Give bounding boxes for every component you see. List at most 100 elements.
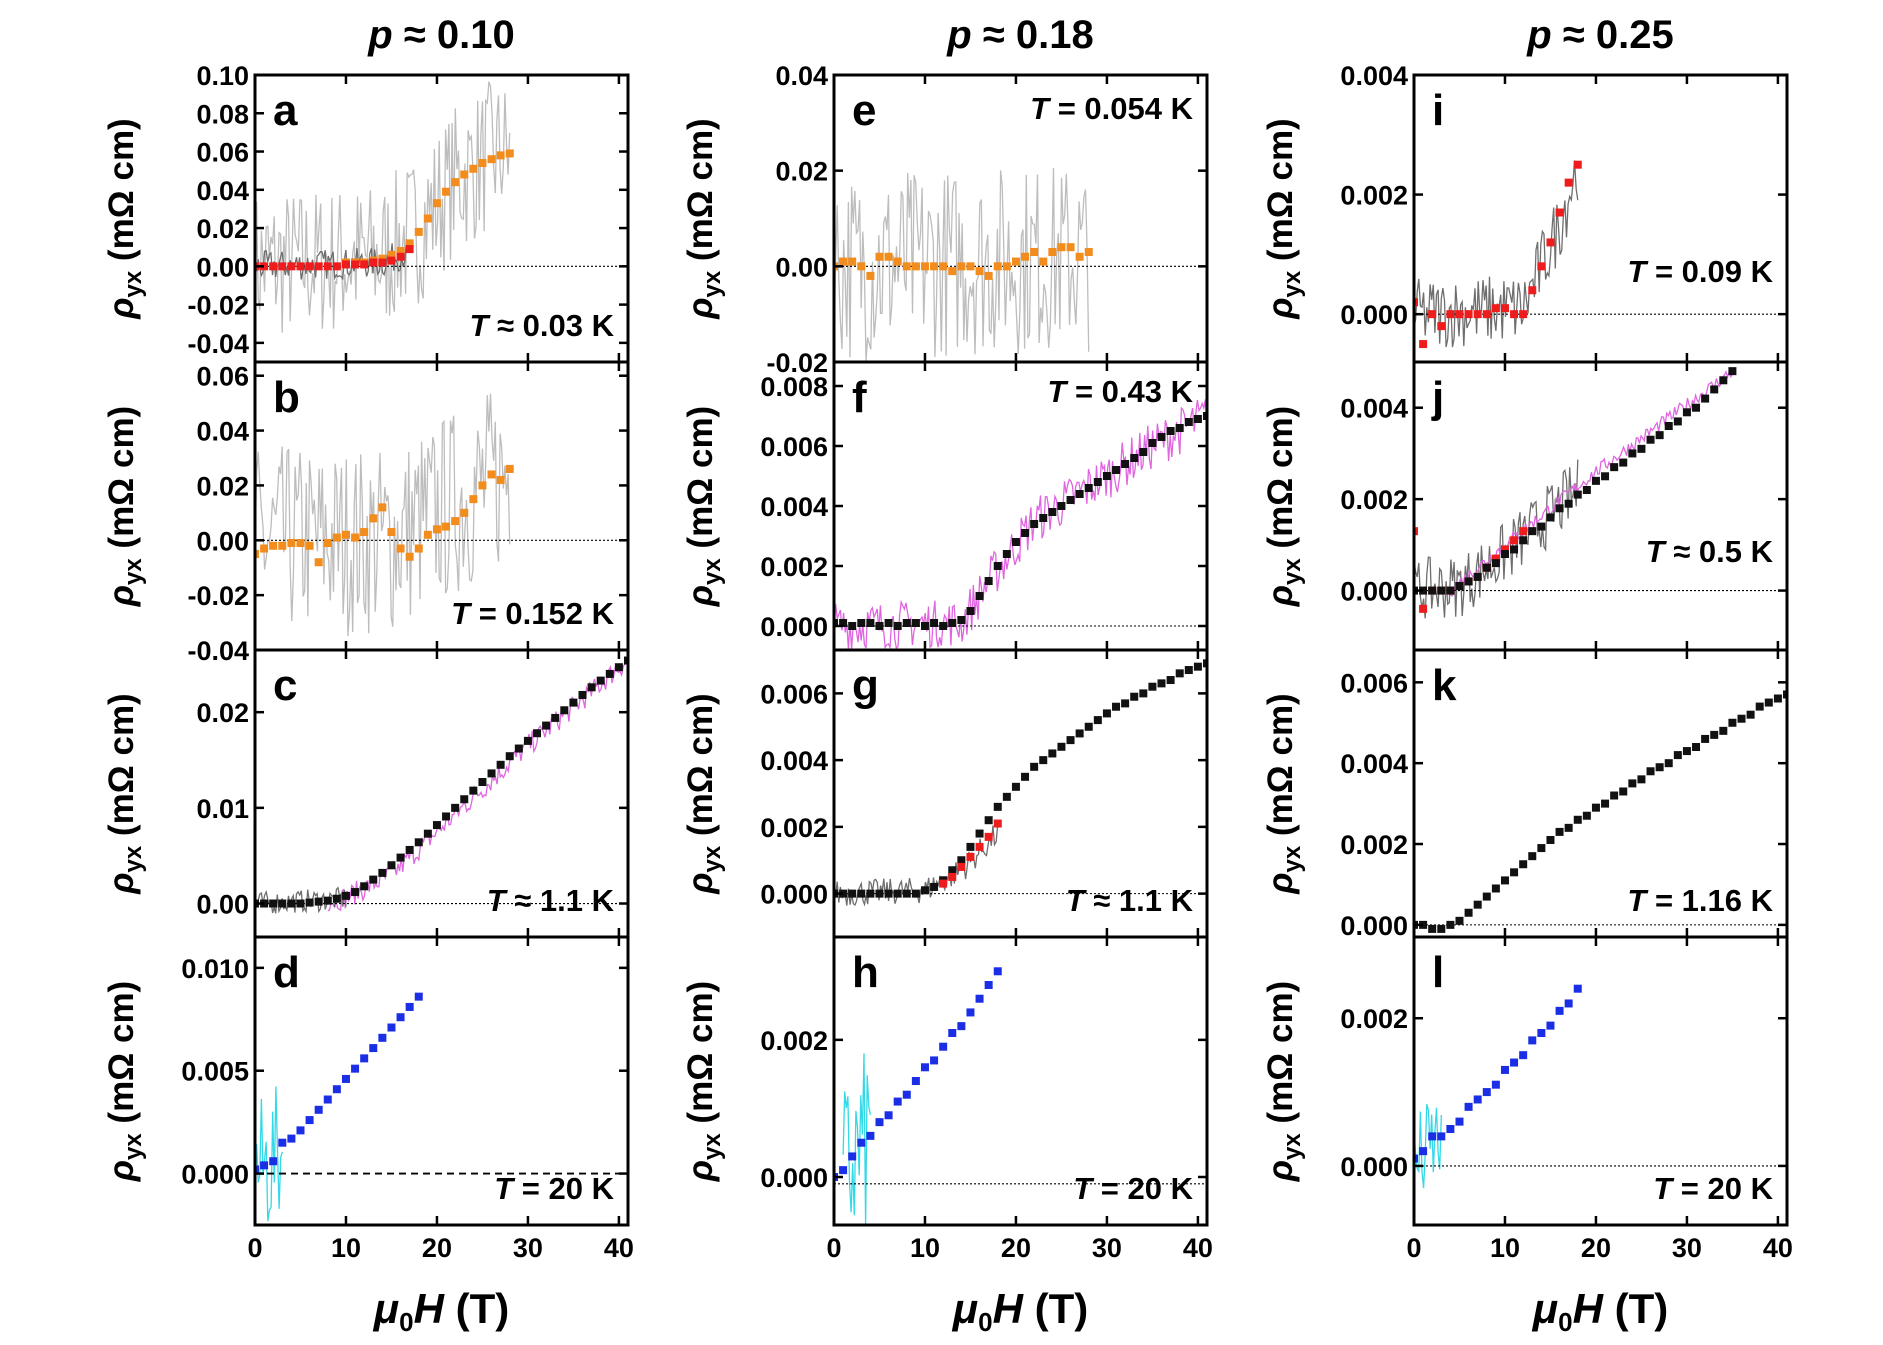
x-axis-label: μ0H (T) [952, 1285, 1088, 1337]
x-tick-label: 30 [513, 1233, 543, 1263]
temperature-symbol: T [1627, 254, 1649, 289]
data-point [834, 619, 838, 627]
temperature-symbol: T [494, 1171, 516, 1206]
panel-j: 0.004 0.002 0.000 j T ≈ 0.5 K ρyx (mΩ cm) [1261, 360, 1789, 652]
data-point [396, 853, 405, 862]
temperature-label: T = 0.09 K [1627, 254, 1773, 289]
data-point [287, 539, 296, 548]
data-point [839, 889, 848, 898]
panel-k: 0.006 0.004 0.002 0.000 k T = 1.16 K ρyx (mΩ c… [1261, 648, 1789, 941]
y-tick-label: 0.00 [196, 526, 249, 556]
data-point [1446, 310, 1455, 319]
data-point [893, 1097, 902, 1106]
data-point [1719, 376, 1728, 385]
data-point [1066, 243, 1075, 252]
data-point [848, 889, 857, 898]
y-axis-subscript: yx [1279, 558, 1306, 585]
data-point [1710, 730, 1719, 739]
data-point [469, 164, 478, 173]
panel-letter: b [273, 373, 300, 422]
data-point [560, 706, 569, 715]
data-point [305, 262, 314, 271]
data-point [1573, 815, 1582, 824]
data-point [1491, 304, 1500, 313]
data-point [624, 656, 628, 665]
temperature-symbol: T [1646, 534, 1668, 569]
y-tick-label: 0.002 [1340, 830, 1408, 860]
y-tick-label: 0.000 [1340, 1152, 1408, 1182]
data-point [1491, 554, 1500, 563]
data-point [278, 262, 287, 271]
data-point [948, 866, 957, 875]
data-point [857, 1138, 866, 1147]
y-tick-label: 0.02 [196, 698, 249, 728]
data-point [414, 544, 423, 553]
y-axis-unit: (mΩ cm) [681, 981, 720, 1134]
data-point [1093, 478, 1102, 486]
data-point [911, 619, 920, 627]
panel-frame [253, 935, 630, 1227]
data-point [296, 899, 305, 908]
data-point [269, 1157, 278, 1166]
data-point [387, 528, 396, 537]
data-point [893, 622, 902, 630]
x-axis-unit: (T) [1023, 1285, 1088, 1332]
data-point [902, 1090, 911, 1099]
data-point [975, 592, 984, 600]
y-axis-symbol: ρ [102, 298, 141, 320]
y-tick-label: 0.002 [1340, 1004, 1408, 1034]
data-point [1057, 742, 1066, 751]
data-point [966, 607, 975, 615]
y-tick-label: 0.02 [775, 157, 828, 187]
data-point [957, 616, 966, 624]
data-point [1002, 550, 1011, 558]
data-point [966, 262, 975, 271]
data-point [1084, 484, 1093, 492]
data-point [287, 899, 296, 908]
data-point [1628, 449, 1637, 458]
temperature-value: = 1.16 K [1646, 883, 1773, 918]
data-point [948, 1029, 957, 1037]
data-point [1692, 743, 1701, 752]
y-axis-symbol: ρ [1261, 298, 1300, 320]
data-point [1428, 586, 1437, 595]
data-point [1573, 490, 1582, 499]
data-point [405, 245, 414, 254]
data-point [884, 619, 893, 627]
temperature-symbol: T [1066, 883, 1088, 918]
data-point [323, 1095, 332, 1104]
data-point [866, 889, 875, 898]
data-point [920, 262, 929, 271]
data-point [496, 760, 505, 769]
y-axis-label: ρyx (mΩ cm) [681, 693, 726, 894]
data-point [1582, 811, 1591, 820]
panel-letter: j [1431, 373, 1444, 422]
data-point [323, 539, 332, 548]
data-point [314, 1105, 323, 1114]
x-tick-label: 40 [1763, 1233, 1793, 1263]
data-point [305, 541, 314, 550]
raw-trace [842, 1053, 872, 1225]
data-point [993, 819, 1002, 828]
panel-frame [1412, 935, 1789, 1227]
raw-trace [255, 81, 511, 343]
data-point [405, 1002, 414, 1011]
data-point [1701, 394, 1710, 403]
data-point [1510, 868, 1519, 877]
data-point [1500, 545, 1509, 554]
data-point [1464, 908, 1473, 917]
data-point [378, 1033, 387, 1042]
column-title-symbol: p [1526, 13, 1551, 57]
y-tick-label: 0.006 [760, 432, 828, 462]
data-point [1610, 791, 1619, 800]
y-tick-label: -0.02 [766, 348, 828, 378]
y-tick-label: -0.04 [187, 636, 249, 666]
data-point [911, 1077, 920, 1085]
data-point [1755, 702, 1764, 711]
data-point [387, 250, 396, 259]
data-point [875, 889, 884, 898]
y-axis-label: ρyx (mΩ cm) [1261, 981, 1306, 1182]
y-tick-label: 0.10 [196, 61, 249, 91]
y-axis-subscript: yx [120, 270, 147, 297]
data-point [1084, 722, 1093, 731]
